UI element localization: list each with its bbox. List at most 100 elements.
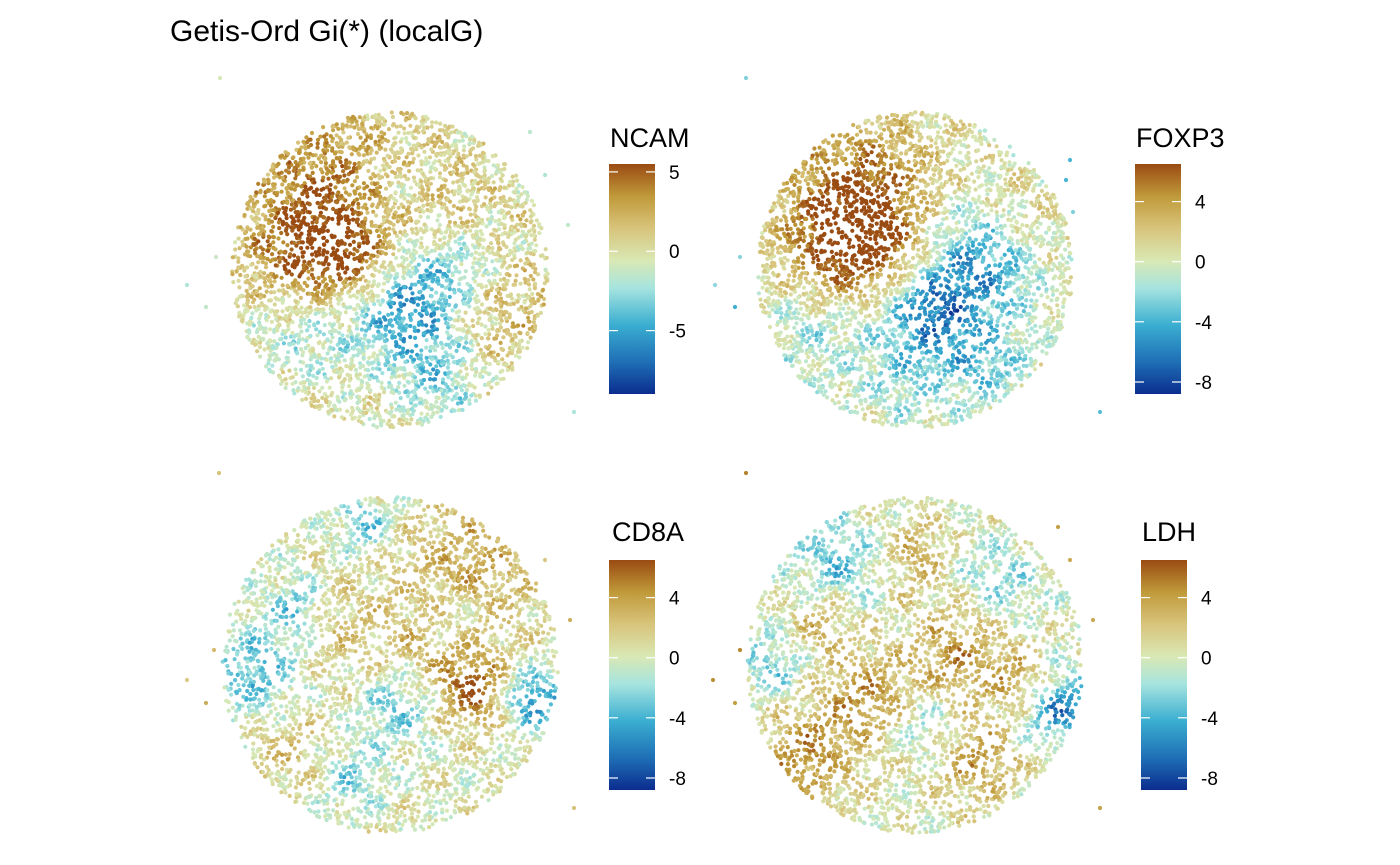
spot <box>435 410 439 414</box>
spot <box>782 209 786 213</box>
spot <box>284 382 288 386</box>
spot <box>516 293 520 297</box>
spot <box>490 246 494 250</box>
spot <box>510 365 514 369</box>
spot <box>370 224 374 228</box>
spot <box>366 374 370 378</box>
spot <box>403 174 407 178</box>
spot <box>356 376 360 380</box>
spot <box>375 126 379 130</box>
spot <box>447 126 451 130</box>
spot <box>413 239 417 243</box>
spot <box>363 400 367 404</box>
spot <box>383 148 387 152</box>
spot <box>357 127 361 131</box>
spot <box>810 240 814 244</box>
spot <box>333 151 337 155</box>
spot <box>386 360 390 364</box>
spot <box>287 269 291 273</box>
spot <box>419 417 423 421</box>
spot <box>394 199 398 203</box>
spot <box>493 356 497 360</box>
spot <box>482 238 486 242</box>
spot <box>366 360 370 364</box>
spot <box>255 226 259 230</box>
spot <box>436 139 440 143</box>
spot <box>270 320 274 324</box>
spot <box>446 210 450 214</box>
spot <box>1050 248 1054 252</box>
spot <box>432 242 436 246</box>
spot <box>309 161 313 165</box>
spot <box>231 255 235 259</box>
spot <box>322 242 326 246</box>
spot <box>338 326 342 330</box>
spot <box>324 296 328 300</box>
spot <box>443 399 447 403</box>
spot <box>478 237 482 241</box>
spot <box>480 302 484 306</box>
spot <box>373 393 377 397</box>
spot <box>300 201 304 205</box>
spot <box>444 382 448 386</box>
spot <box>289 215 293 219</box>
spot <box>854 258 858 262</box>
spot <box>377 234 381 238</box>
spot <box>377 269 381 273</box>
spot <box>398 291 402 295</box>
spot <box>453 409 457 413</box>
spot <box>453 221 457 225</box>
spot <box>249 295 253 299</box>
spot <box>429 415 433 419</box>
spot <box>384 246 388 250</box>
spot <box>341 142 345 146</box>
spot <box>485 270 489 274</box>
spot <box>400 422 404 426</box>
spot <box>277 322 281 326</box>
spot <box>295 351 299 355</box>
spot <box>499 341 503 345</box>
spot <box>347 193 351 197</box>
spot <box>338 347 342 351</box>
spot <box>254 215 258 219</box>
spot <box>480 264 484 268</box>
spot <box>446 150 450 154</box>
spot <box>335 248 339 252</box>
spot <box>936 406 940 410</box>
spot <box>488 220 492 224</box>
spot <box>333 315 337 319</box>
spot <box>317 282 321 286</box>
spot <box>281 297 285 301</box>
spot <box>530 292 534 296</box>
spot <box>296 241 300 245</box>
spot <box>487 332 491 336</box>
spot <box>329 376 333 380</box>
spot <box>385 410 389 414</box>
spot <box>391 391 395 395</box>
spot <box>481 255 485 259</box>
spot <box>425 269 429 273</box>
spot <box>441 346 445 350</box>
spot <box>337 218 341 222</box>
spot <box>269 229 273 233</box>
spot <box>572 410 576 414</box>
spot <box>254 212 258 216</box>
spot <box>377 202 381 206</box>
spot <box>281 301 285 305</box>
spot <box>476 299 480 303</box>
spot <box>514 279 518 283</box>
spot <box>258 345 262 349</box>
spot <box>402 271 406 275</box>
spot <box>364 259 368 263</box>
spot <box>305 246 309 250</box>
spot <box>352 125 356 129</box>
spot <box>340 150 344 154</box>
spot <box>318 193 322 197</box>
spot <box>439 231 443 235</box>
spot <box>432 300 436 304</box>
spot <box>308 174 312 178</box>
spot <box>367 344 371 348</box>
spot <box>285 232 289 236</box>
spot <box>394 210 398 214</box>
spot <box>339 194 343 198</box>
